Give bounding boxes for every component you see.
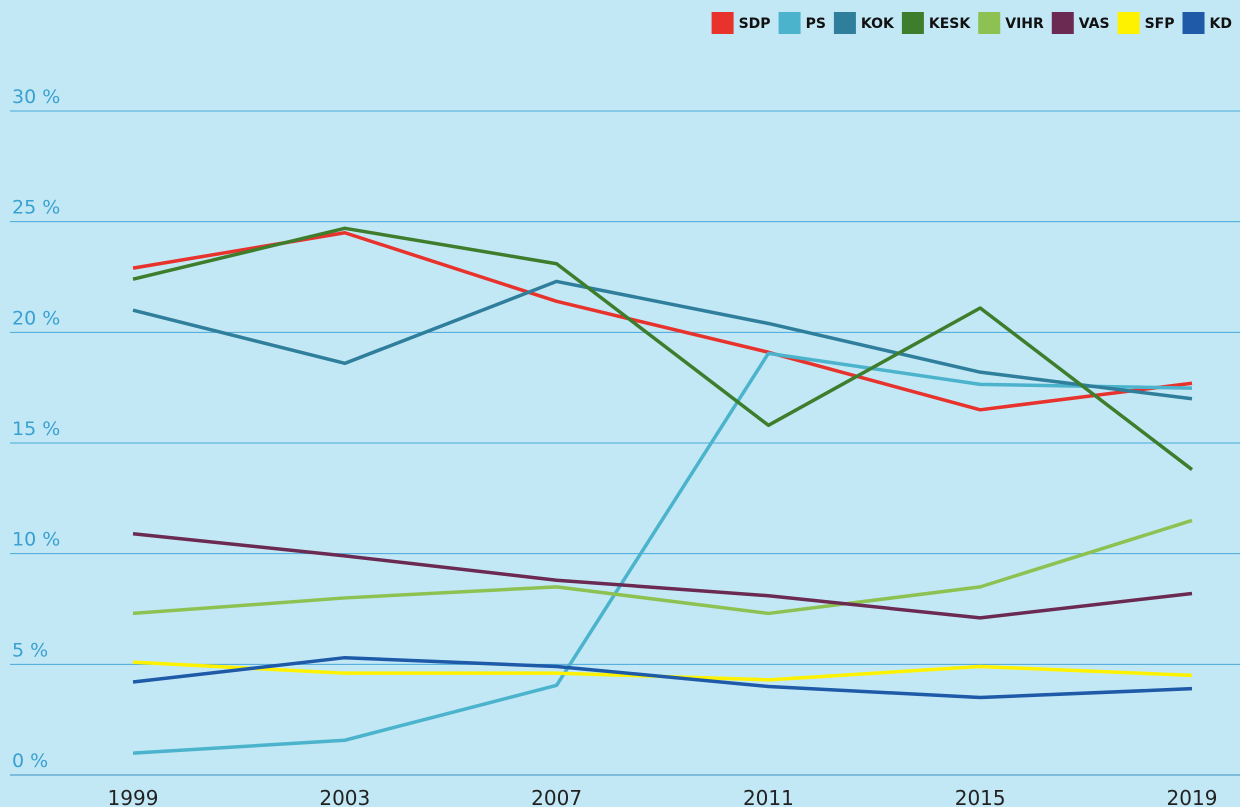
legend-swatch (978, 12, 1001, 34)
legend-item: KESK (901, 12, 971, 34)
legend-swatch (1051, 12, 1074, 34)
series-line (132, 532, 1193, 620)
x-tick-label: 2015 (955, 786, 1006, 807)
legend-swatch (1117, 12, 1140, 34)
legend-swatch (711, 12, 734, 34)
legend-item: SDP (711, 12, 771, 34)
x-tick-label: 1999 (108, 786, 159, 807)
series-line (132, 279, 1193, 401)
legend-label: KESK (929, 16, 971, 32)
legend-item: VIHR (978, 12, 1044, 34)
legend-label: SDP (739, 16, 771, 32)
legend-item: SFP (1117, 12, 1175, 34)
legend-item: KOK (833, 12, 895, 34)
y-tick-label: 10 % (12, 529, 60, 551)
legend-label: SFP (1145, 16, 1175, 32)
x-tick-label: 2003 (319, 786, 370, 807)
y-tick-label: 0 % (12, 750, 48, 772)
series-line (132, 230, 1193, 412)
legend-swatch (1182, 12, 1205, 34)
y-tick-label: 25 % (12, 197, 60, 219)
series-line (132, 655, 1193, 700)
series-line (132, 351, 1193, 755)
y-tick-label: 15 % (12, 418, 60, 440)
legend-label: PS (806, 16, 826, 32)
legend-label: KD (1210, 16, 1232, 32)
legend: SDP PS KOK KESK VIHR VAS SFP KD (711, 12, 1232, 34)
y-tick-label: 5 % (12, 639, 48, 661)
legend-label: VIHR (1005, 16, 1044, 32)
series-line (132, 226, 1194, 471)
y-tick-label: 20 % (12, 307, 60, 329)
legend-item: VAS (1051, 12, 1110, 34)
x-tick-label: 2007 (531, 786, 582, 807)
legend-item: PS (778, 12, 826, 34)
y-tick-label: 30 % (12, 86, 60, 108)
legend-label: KOK (861, 16, 895, 32)
series-line (132, 518, 1193, 616)
legend-swatch (833, 12, 856, 34)
legend-label: VAS (1079, 16, 1110, 32)
legend-item: KD (1182, 12, 1232, 34)
legend-swatch (901, 12, 924, 34)
x-tick-label: 2011 (743, 786, 794, 807)
legend-swatch (778, 12, 801, 34)
x-tick-label: 2019 (1167, 786, 1218, 807)
